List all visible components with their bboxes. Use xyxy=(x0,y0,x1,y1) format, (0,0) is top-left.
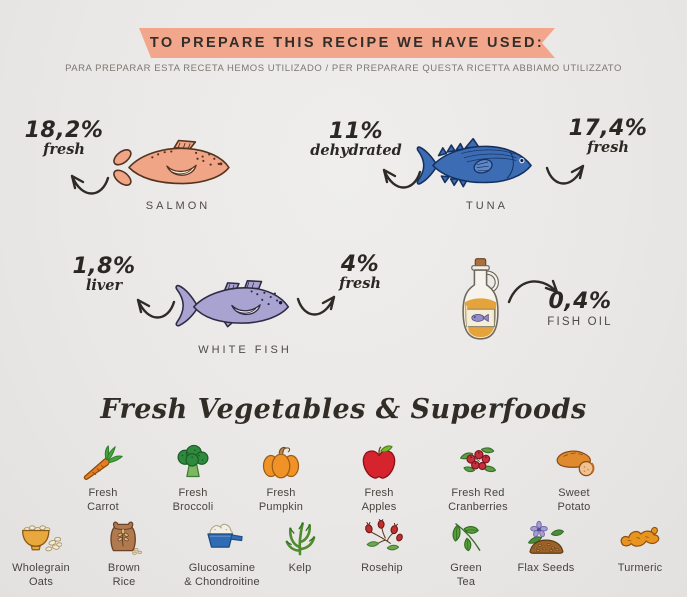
whitefish-fish-icon xyxy=(174,277,294,334)
salmon-note: fresh xyxy=(43,141,85,158)
ingredient-label: Fresh Red Cranberries xyxy=(448,487,508,514)
ingredient-turmeric: Turmeric xyxy=(591,519,687,575)
tuna-fresh-note: fresh xyxy=(587,139,629,156)
ingredient-fresh-red-cranberries: Fresh Red Cranberries xyxy=(429,444,527,514)
ingredient-label: Fresh Broccoli xyxy=(172,487,214,514)
curved-arrow-up-right-icon xyxy=(296,295,336,316)
tuna-dehydrated-note: dehydrated xyxy=(310,142,402,159)
whitefish-fresh-percent: 4% xyxy=(340,252,380,277)
whitefish-liver-callout: 1,8% liver xyxy=(72,256,135,295)
title-text: TO PREPARE THIS RECIPE WE HAVE USED: xyxy=(149,35,545,51)
ingredient-label: Flax Seeds xyxy=(517,562,575,574)
superfoods-heading: Fresh Vegetables & Superfoods xyxy=(100,394,587,425)
apple-icon xyxy=(358,444,400,481)
whitefish-fresh-note: fresh xyxy=(339,275,381,292)
whitefish-liver-note: liver xyxy=(85,277,123,294)
ingredient-fresh-pumpkin: Fresh Pumpkin xyxy=(232,444,330,514)
ingredient-label: Rosehip xyxy=(361,562,403,574)
broccoli-icon xyxy=(172,444,214,481)
ingredient-label: Fresh Carrot xyxy=(87,487,119,514)
title-ribbon: TO PREPARE THIS RECIPE WE HAVE USED: xyxy=(139,28,555,58)
oil-bottle-icon xyxy=(456,257,505,344)
ingredient-label: Brown Rice xyxy=(107,562,141,589)
green-tea-icon xyxy=(445,519,487,556)
pumpkin-icon xyxy=(260,444,302,481)
turmeric-icon xyxy=(619,519,661,556)
oats-bowl-icon xyxy=(20,519,62,556)
ingredient-label: Fresh Apples xyxy=(361,487,397,514)
ingredient-flax-seeds: Flax Seeds xyxy=(497,519,595,575)
sweet-potato-icon xyxy=(553,444,595,481)
tuna-label: TUNA xyxy=(466,200,508,212)
tuna-dehydrated-percent: 11% xyxy=(328,119,384,144)
ingredient-label: Wholegrain Oats xyxy=(12,562,70,589)
tuna-dehydrated-callout: 11% dehydrated xyxy=(310,121,402,160)
curved-arrow-down-right-icon xyxy=(507,279,559,304)
salmon-percent: 18,2% xyxy=(24,118,104,143)
scoop-icon xyxy=(201,519,243,556)
tuna-fresh-percent: 17,4% xyxy=(568,116,648,141)
fish-oil-label: FISH OIL xyxy=(547,316,613,328)
ingredient-fresh-broccoli: Fresh Broccoli xyxy=(144,444,242,514)
rice-sack-icon xyxy=(103,519,145,556)
ingredient-label: Green Tea xyxy=(450,562,482,589)
ingredient-kelp: Kelp xyxy=(251,519,349,575)
subtitle-text: PARA PREPARAR ESTA RECETA HEMOS UTILIZAD… xyxy=(65,63,622,74)
flax-seeds-icon xyxy=(525,519,567,556)
ingredient-sweet-potato: Sweet Potato xyxy=(525,444,623,514)
fish-oil-percent: 0,4% xyxy=(548,289,612,314)
fish-oil-callout: 0,4% FISH OIL xyxy=(547,289,613,329)
ingredient-label: Fresh Pumpkin xyxy=(258,487,304,514)
curved-arrow-up-left-icon xyxy=(136,298,176,319)
rosehip-icon xyxy=(361,519,403,556)
ingredient-label: Kelp xyxy=(288,562,312,574)
whitefish-liver-percent: 1,8% xyxy=(72,254,136,279)
whitefish-fresh-callout: 4% fresh xyxy=(339,254,381,293)
ingredient-label: Glucosamine & Chondroitine xyxy=(184,562,260,589)
ingredient-green-tea: Green Tea xyxy=(417,519,515,589)
ingredient-fresh-apples: Fresh Apples xyxy=(330,444,428,514)
salmon-label: SALMON xyxy=(145,200,211,212)
kelp-icon xyxy=(279,519,321,556)
ingredient-fresh-carrot: Fresh Carrot xyxy=(54,444,152,514)
curved-arrow-up-left-icon xyxy=(382,168,422,189)
ingredient-glucosamine-chondroitine: Glucosamine & Chondroitine xyxy=(173,519,271,589)
ingredient-label: Sweet Potato xyxy=(557,487,591,514)
tuna-fish-icon xyxy=(416,137,536,194)
carrot-icon xyxy=(82,444,124,481)
whitefish-label: WHITE FISH xyxy=(198,344,292,356)
ingredient-label: Turmeric xyxy=(617,562,663,574)
ingredient-rosehip: Rosehip xyxy=(333,519,431,575)
salmon-fish-icon xyxy=(110,138,234,197)
tuna-fresh-callout: 17,4% fresh xyxy=(569,118,648,157)
salmon-callout: 18,2% fresh xyxy=(25,120,104,159)
cranberries-icon xyxy=(457,444,499,481)
curved-arrow-up-left-icon xyxy=(70,174,110,195)
curved-arrow-up-right-icon xyxy=(545,164,585,185)
ingredient-wholegrain-oats: Wholegrain Oats xyxy=(0,519,90,589)
ingredient-brown-rice: Brown Rice xyxy=(75,519,173,589)
